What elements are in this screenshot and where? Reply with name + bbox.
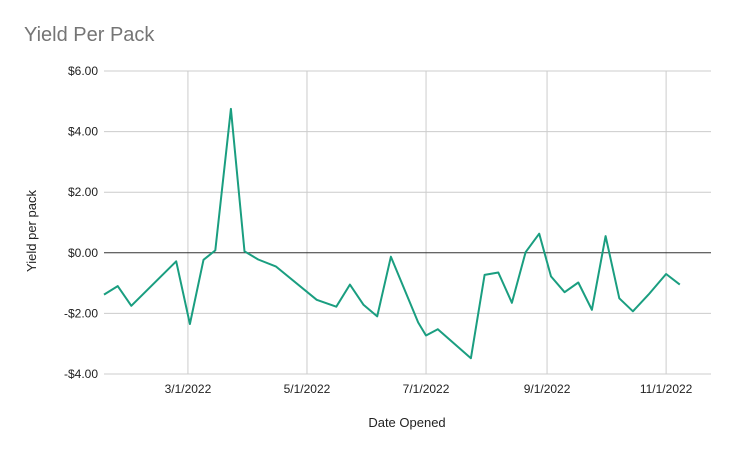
data-point: [470, 357, 472, 359]
data-point: [618, 297, 620, 299]
data-point: [605, 235, 607, 237]
y-tick-label: $4.00: [68, 125, 98, 139]
data-point: [390, 256, 392, 258]
series-line: [103, 107, 681, 360]
data-point: [214, 249, 216, 251]
y-tick-label: -$2.00: [64, 306, 98, 320]
x-tick-label: 7/1/2022: [403, 382, 450, 396]
x-tick-label: 5/1/2022: [284, 382, 331, 396]
data-point: [425, 335, 427, 337]
series-layer: [103, 107, 681, 360]
chart-title: Yield Per Pack: [24, 24, 155, 46]
data-point: [175, 260, 177, 262]
y-tick-label: $2.00: [68, 185, 98, 199]
data-point: [550, 275, 552, 277]
grid-lines: [104, 70, 711, 375]
data-point: [632, 310, 634, 312]
data-point: [130, 305, 132, 307]
data-point: [376, 315, 378, 317]
data-point: [117, 285, 119, 287]
data-point: [103, 294, 105, 296]
y-tick-label: $0.00: [68, 246, 98, 260]
data-point: [437, 328, 439, 330]
data-point: [525, 251, 527, 253]
y-tick-label: $6.00: [68, 64, 98, 78]
data-point: [363, 304, 365, 306]
data-point: [189, 323, 191, 325]
data-point: [538, 233, 540, 235]
data-point: [230, 108, 232, 110]
data-point: [591, 309, 593, 311]
data-point: [577, 281, 579, 283]
data-point: [484, 274, 486, 276]
data-point: [316, 299, 318, 301]
tick-labels: $6.00 $4.00 $2.00 $0.00 -$2.00 -$4.00 3/1/2022…: [64, 64, 693, 396]
data-point: [648, 294, 650, 296]
data-point: [257, 258, 259, 260]
x-tick-label: 3/1/2022: [165, 382, 212, 396]
data-point: [244, 250, 246, 252]
data-point: [511, 302, 513, 304]
data-point: [275, 265, 277, 267]
y-axis-label: Yield per pack: [24, 190, 39, 272]
data-point: [665, 273, 667, 275]
data-point: [349, 284, 351, 286]
x-tick-label: 9/1/2022: [524, 382, 571, 396]
data-point: [497, 271, 499, 273]
x-tick-label: 11/1/2022: [640, 382, 693, 396]
data-point: [679, 284, 681, 286]
x-axis-label: Date Opened: [368, 415, 445, 430]
y-tick-label: -$4.00: [64, 367, 98, 381]
data-point: [203, 259, 205, 261]
data-point: [335, 306, 337, 308]
data-point: [417, 321, 419, 323]
data-point: [564, 291, 566, 293]
